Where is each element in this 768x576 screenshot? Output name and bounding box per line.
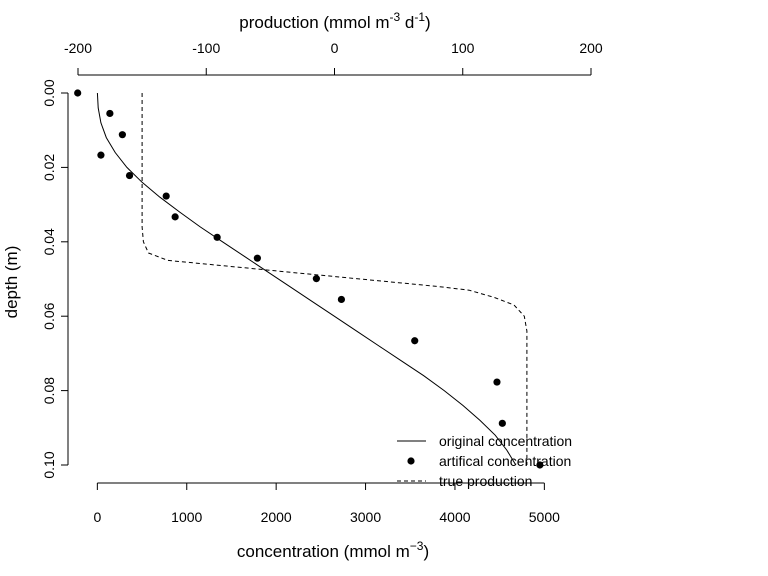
artifical-concentration-point bbox=[97, 151, 105, 159]
depth-tick-label: 0.00 bbox=[41, 79, 57, 106]
depth-axis-title: depth (m) bbox=[2, 246, 21, 319]
legend-label: original concentration bbox=[439, 433, 572, 449]
artifical-concentration-point bbox=[106, 109, 114, 118]
bottom-tick-label: 3000 bbox=[350, 509, 381, 525]
artifical-concentration-point bbox=[498, 419, 506, 427]
artifical-concentration-point bbox=[74, 89, 82, 97]
artifical-concentration-point bbox=[493, 378, 501, 386]
legend-label: true production bbox=[439, 473, 532, 489]
top-axis: -200 -100 0 100 200 bbox=[64, 40, 603, 76]
legend-label: artifical concentration bbox=[439, 453, 571, 469]
artifical-concentration-point bbox=[213, 233, 221, 241]
top-tick-label: -100 bbox=[192, 40, 220, 56]
top-axis-title: production (mmol m-3 d-1) bbox=[239, 10, 430, 32]
top-tick-label: 0 bbox=[331, 40, 339, 56]
bottom-tick-label: 1000 bbox=[171, 509, 202, 525]
depth-tick-label: 0.08 bbox=[41, 377, 57, 404]
bottom-tick-label: 2000 bbox=[261, 509, 292, 525]
bottom-axis: 0 1000 2000 3000 4000 5000 bbox=[93, 482, 560, 525]
depth-tick-label: 0.06 bbox=[41, 302, 57, 329]
artifical-concentration-point bbox=[118, 131, 126, 139]
legend-point-symbol bbox=[407, 457, 415, 465]
artifical-concentration-point bbox=[536, 461, 544, 469]
artifical-concentration-point bbox=[411, 337, 419, 345]
legend: original concentration artifical concentr… bbox=[397, 433, 572, 489]
artifical-concentration-point bbox=[162, 192, 170, 200]
bottom-axis-title: concentration (mmol m−3) bbox=[237, 539, 429, 561]
top-tick-label: -200 bbox=[64, 40, 92, 56]
top-tick-label: 200 bbox=[579, 40, 603, 56]
artifical-concentration-point bbox=[171, 213, 179, 221]
artifical-concentration-point bbox=[312, 275, 320, 283]
artifical-concentration-point bbox=[337, 295, 346, 304]
depth-axis: 0.00 0.02 0.04 0.06 0.08 0.10 bbox=[41, 79, 69, 479]
series-layer bbox=[74, 89, 544, 469]
top-tick-label: 100 bbox=[451, 40, 475, 56]
true-production-line bbox=[141, 93, 528, 465]
original-concentration-line bbox=[96, 92, 517, 466]
artifical-concentration-point bbox=[253, 254, 261, 262]
depth-tick-label: 0.04 bbox=[41, 228, 57, 255]
bottom-tick-label: 4000 bbox=[439, 509, 470, 525]
bottom-tick-label: 0 bbox=[93, 509, 101, 525]
depth-tick-label: 0.10 bbox=[41, 451, 57, 478]
depth-tick-label: 0.02 bbox=[41, 154, 57, 181]
bottom-tick-label: 5000 bbox=[529, 509, 560, 525]
artifical-concentration-point bbox=[125, 171, 134, 180]
